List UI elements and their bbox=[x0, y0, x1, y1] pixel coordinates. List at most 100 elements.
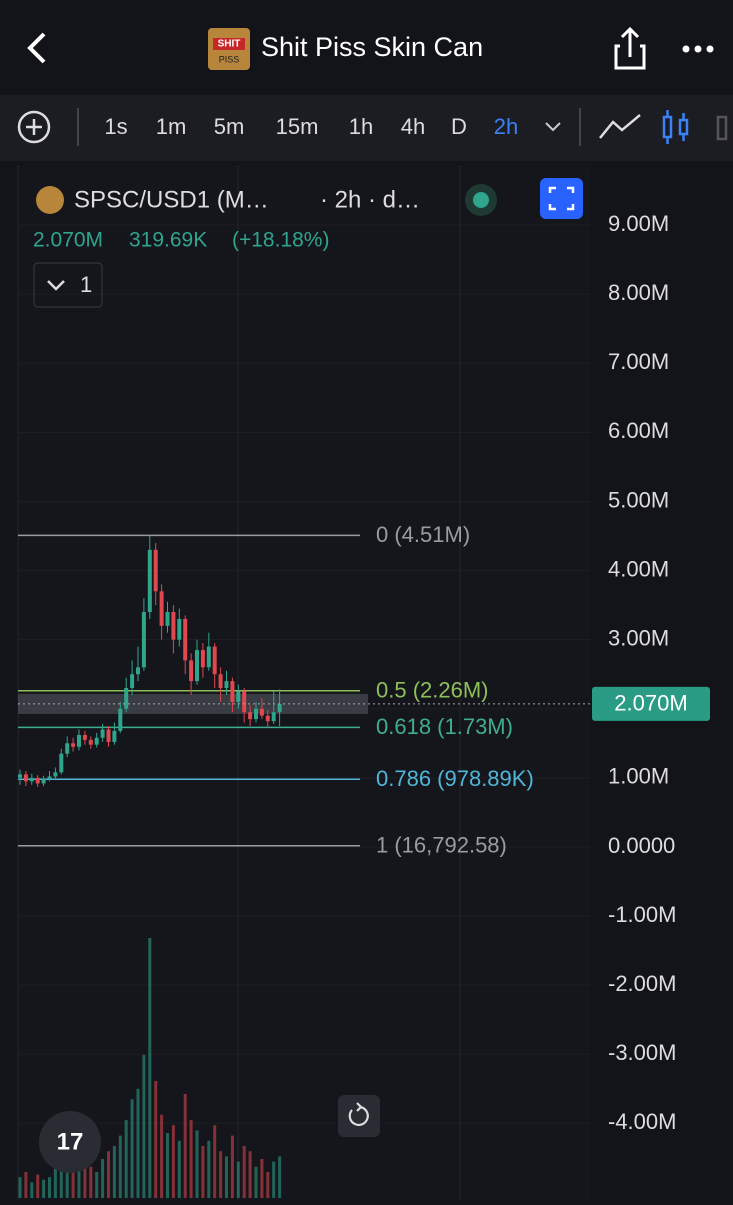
candle-chart-button[interactable] bbox=[662, 110, 689, 144]
candle-body bbox=[77, 735, 81, 747]
tradingview-logo[interactable] bbox=[39, 1111, 101, 1173]
back-button[interactable] bbox=[27, 32, 46, 64]
y-tick-label: -2.00M bbox=[608, 971, 676, 996]
candle-body bbox=[59, 753, 64, 773]
interval-button[interactable]: 5m bbox=[214, 114, 245, 139]
legend-logo bbox=[36, 186, 64, 214]
volume-bar bbox=[148, 938, 152, 1198]
interval-button[interactable]: 1s bbox=[104, 114, 127, 139]
page-title: Shit Piss Skin Can bbox=[261, 32, 483, 62]
interval-button[interactable]: 15m bbox=[276, 114, 319, 139]
volume-bar bbox=[71, 1159, 75, 1198]
volume-bar bbox=[124, 1120, 128, 1198]
volume-bar bbox=[219, 1151, 223, 1198]
candle-body bbox=[195, 650, 199, 682]
volume-bar bbox=[230, 1135, 234, 1198]
volume-bar bbox=[242, 1146, 246, 1198]
y-tick-label: 1.00M bbox=[608, 764, 669, 789]
candle-body bbox=[82, 735, 87, 740]
candle-body bbox=[171, 612, 176, 640]
volume-bar bbox=[260, 1159, 264, 1198]
y-tick-label: 5.00M bbox=[608, 487, 669, 512]
volume-bar bbox=[207, 1140, 211, 1198]
fib-label: 1 (16,792.58) bbox=[376, 833, 507, 858]
volume-bar bbox=[42, 1179, 46, 1198]
volume-bar bbox=[189, 1120, 193, 1198]
volume-bar bbox=[53, 1166, 57, 1198]
interval-button[interactable]: 2h bbox=[494, 114, 518, 139]
volume-bar bbox=[107, 1151, 110, 1198]
candle-body bbox=[230, 681, 235, 702]
y-tick-label: 7.00M bbox=[608, 349, 669, 374]
volume-bar bbox=[83, 1156, 87, 1198]
legend-change: 319.69K bbox=[129, 229, 207, 252]
y-tick-label: 9.00M bbox=[608, 211, 669, 236]
volume-bar bbox=[160, 1114, 164, 1198]
line-chart-button[interactable] bbox=[599, 114, 641, 139]
candle-body bbox=[41, 779, 46, 784]
candle-body bbox=[88, 739, 93, 745]
logo-band bbox=[213, 38, 245, 50]
more-button[interactable] bbox=[682, 45, 714, 53]
plot-area bbox=[18, 165, 590, 1200]
candle-body bbox=[118, 708, 123, 731]
indicator-count: 1 bbox=[80, 272, 92, 297]
candle-body bbox=[271, 712, 276, 722]
add-indicator-button[interactable] bbox=[17, 110, 51, 144]
volume-bar bbox=[254, 1166, 258, 1198]
volume-bar bbox=[118, 1135, 122, 1198]
share-button[interactable] bbox=[614, 26, 646, 70]
y-tick-label: 0.0000 bbox=[608, 833, 675, 858]
candle-body bbox=[47, 776, 52, 780]
candle-body bbox=[100, 729, 105, 738]
volume-bar bbox=[48, 1177, 51, 1198]
candle-body bbox=[177, 618, 182, 640]
fib-label: 0.618 (1.73M) bbox=[376, 714, 513, 739]
fullscreen-button[interactable] bbox=[540, 178, 583, 219]
volume-bar bbox=[36, 1174, 40, 1198]
volume-bar bbox=[266, 1172, 270, 1198]
status-dot bbox=[473, 192, 489, 208]
volume-bar bbox=[201, 1146, 205, 1198]
candle-body bbox=[165, 612, 170, 626]
interval-button[interactable]: D bbox=[451, 114, 467, 139]
candle-body bbox=[265, 715, 270, 722]
volume-bar bbox=[89, 1166, 93, 1198]
volume-bar bbox=[77, 1161, 81, 1198]
candle-body bbox=[248, 712, 253, 720]
volume-bar bbox=[154, 1081, 158, 1198]
interval-button[interactable]: 1m bbox=[156, 114, 187, 139]
bar-chart-button[interactable] bbox=[716, 115, 728, 141]
interval-button[interactable]: 1h bbox=[349, 114, 373, 139]
candle-body bbox=[259, 708, 264, 716]
volume-bar bbox=[101, 1159, 105, 1198]
legend-symbol: SPSC/USD1 (M… bbox=[74, 186, 269, 213]
last-price-label: 2.070M bbox=[614, 691, 687, 716]
last-price-box bbox=[592, 686, 710, 721]
candle-body bbox=[277, 703, 282, 713]
interval-dropdown[interactable] bbox=[545, 122, 561, 132]
candle-body bbox=[124, 688, 129, 709]
candle-body bbox=[212, 646, 217, 675]
y-tick-label: -4.00M bbox=[608, 1109, 676, 1134]
fib-label: 0 (4.51M) bbox=[376, 522, 470, 547]
fib-label: 0.786 (978.89K) bbox=[376, 766, 534, 791]
legend-interval: · 2h · d… bbox=[320, 186, 420, 213]
candle-body bbox=[106, 729, 111, 742]
collapse-button[interactable] bbox=[33, 262, 103, 308]
candle-body bbox=[23, 774, 28, 782]
candle-body bbox=[254, 708, 258, 720]
volume-bar bbox=[272, 1161, 276, 1198]
volume-bar bbox=[130, 1099, 134, 1198]
candle-body bbox=[236, 691, 241, 702]
legend-change-pct: (+18.18%) bbox=[232, 229, 329, 252]
candle-body bbox=[183, 618, 188, 661]
volume-bar bbox=[236, 1161, 240, 1198]
candle-body bbox=[136, 667, 140, 675]
interval-button[interactable]: 4h bbox=[401, 114, 425, 139]
reset-button[interactable] bbox=[338, 1095, 380, 1137]
volume-bar bbox=[95, 1172, 99, 1198]
candle-body bbox=[218, 674, 223, 689]
plus-icon bbox=[26, 119, 42, 135]
